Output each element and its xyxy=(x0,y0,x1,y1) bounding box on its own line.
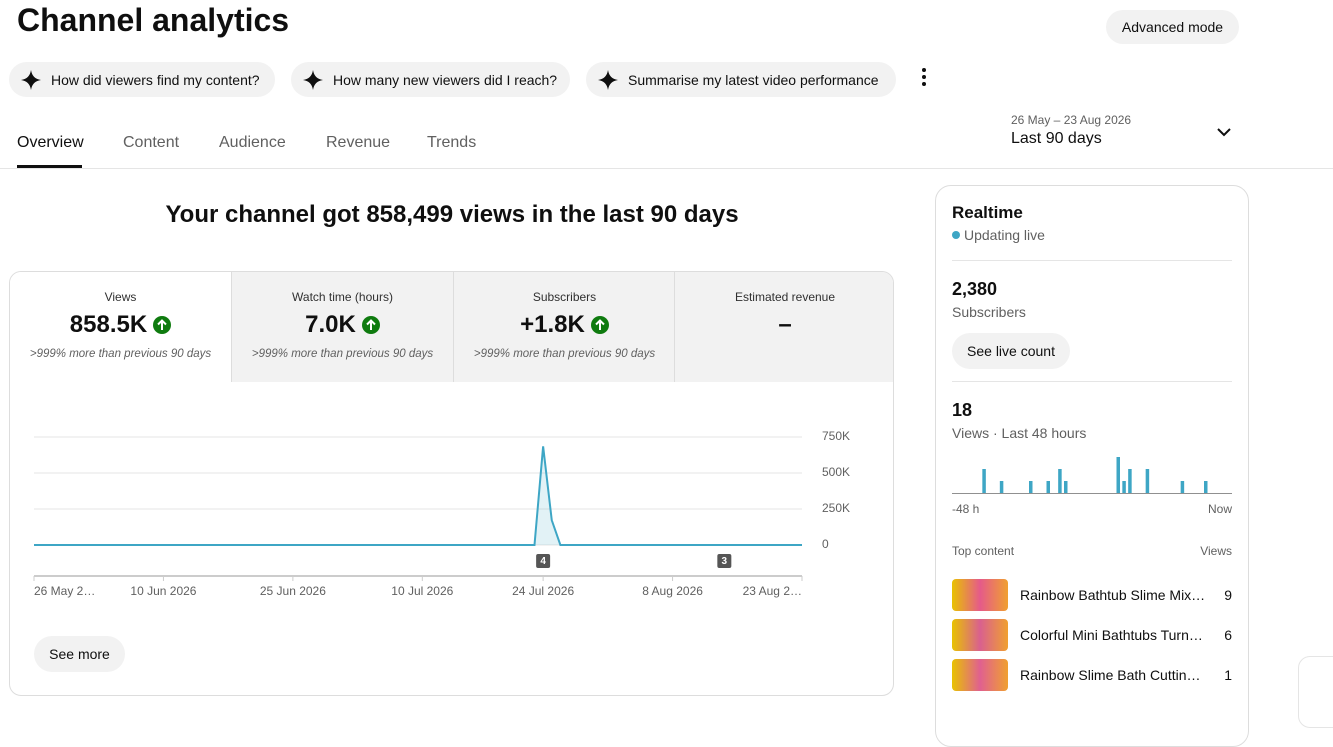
live-dot xyxy=(952,231,960,239)
up-icon xyxy=(590,316,609,334)
area xyxy=(34,446,802,545)
bar xyxy=(1122,481,1126,493)
tab[interactable]: Content xyxy=(123,134,180,151)
tab[interactable]: Audience xyxy=(219,134,286,151)
metric-note: >999% more than previous 90 days xyxy=(251,348,434,360)
sparkle-icon xyxy=(598,69,618,90)
suggestion-text: Summarise my latest video performance xyxy=(628,71,879,88)
headline: Your channel got 858,499 views in the la… xyxy=(165,201,739,228)
subscriber-label: Subscribers xyxy=(952,304,1026,320)
tab-active[interactable]: Overview xyxy=(17,134,84,151)
x-tick-label: 26 May 2… xyxy=(34,584,95,598)
metric-value: +1.8K xyxy=(520,311,585,338)
realtime-status: Updating live xyxy=(964,227,1045,243)
y-tick-label: 0 xyxy=(822,537,829,551)
suggestion-chip[interactable]: How many new viewers did I reach? xyxy=(291,62,570,97)
video-badge-count: 3 xyxy=(722,556,728,567)
divider xyxy=(952,381,1232,382)
bar xyxy=(1029,481,1033,493)
sparkle-icon xyxy=(303,69,323,90)
metric-tab[interactable]: Views 858.5K >999% more than previous 90 d… xyxy=(10,272,231,382)
thumbnail[interactable] xyxy=(952,659,1008,691)
realtime-views-label: Views · Last 48 hours xyxy=(952,425,1087,441)
tabs-divider xyxy=(0,168,1333,169)
content-views: 1 xyxy=(1224,667,1232,683)
x-tick-label: -48 h xyxy=(952,502,979,516)
metric-note: >999% more than previous 90 days xyxy=(473,348,656,360)
video-badge-count: 4 xyxy=(540,556,546,567)
top-content-title: Top content xyxy=(952,544,1015,558)
metric-note: >999% more than previous 90 days xyxy=(29,348,212,360)
divider xyxy=(952,260,1232,261)
realtime-views: 18 xyxy=(952,400,973,420)
thumbnail[interactable] xyxy=(952,579,1008,611)
tab-underline xyxy=(17,165,82,168)
video-badge xyxy=(717,554,732,568)
x-tick-label: 10 Jul 2026 xyxy=(391,584,453,598)
suggestion-chip[interactable]: Summarise my latest video performance xyxy=(586,62,896,97)
top-content-views-header: Views xyxy=(1200,544,1232,558)
advanced-mode-button[interactable]: Advanced mode xyxy=(1106,10,1239,44)
realtime-title: Realtime xyxy=(952,203,1023,222)
suggestion-chip[interactable]: How did viewers find my content? xyxy=(9,62,275,97)
date-dropdown-chevron[interactable] xyxy=(1216,127,1232,139)
bar xyxy=(982,469,986,493)
content-title[interactable]: Colorful Mini Bathtubs Turn… xyxy=(1020,627,1203,643)
suggestion-text: How many new viewers did I reach? xyxy=(333,71,558,88)
page-title: Channel analytics xyxy=(17,2,290,38)
metric-label: Views xyxy=(104,290,137,304)
bar xyxy=(1046,481,1050,493)
x-tick-label: 10 Jun 2026 xyxy=(130,584,196,598)
sparkle-icon xyxy=(21,69,41,90)
x-tick-label: 8 Aug 2026 xyxy=(642,584,703,598)
thumbnail[interactable] xyxy=(952,619,1008,651)
x-tick-label: 23 Aug 2… xyxy=(743,584,802,598)
bar xyxy=(1116,457,1120,493)
see-more-button[interactable]: See more xyxy=(34,636,125,672)
up-icon xyxy=(361,316,380,334)
see-live-count-button[interactable]: See live count xyxy=(952,333,1070,369)
subscriber-count: 2,380 xyxy=(952,279,998,299)
content-title[interactable]: Rainbow Bathtub Slime Mix… xyxy=(1020,587,1206,603)
bar xyxy=(1145,469,1150,493)
bar xyxy=(999,481,1004,493)
metric-value: 858.5K xyxy=(69,311,148,338)
content-views: 6 xyxy=(1224,627,1232,643)
metric-label: Subscribers xyxy=(532,290,597,304)
metric-tab[interactable]: Estimated revenue – xyxy=(674,272,893,382)
tab[interactable]: Trends xyxy=(427,134,477,151)
bar xyxy=(1204,481,1208,493)
more-menu[interactable] xyxy=(918,67,930,87)
charts: 0 250K 500K 750K 26 May 2… 10 Jun 2026 25 Jun … xyxy=(33,429,1232,598)
date-range-label[interactable]: Last 90 days xyxy=(1011,130,1102,147)
content-title[interactable]: Rainbow Slime Bath Cuttin… xyxy=(1020,667,1201,683)
metric-tab[interactable]: Subscribers +1.8K >999% more than previous… xyxy=(453,272,675,382)
bar xyxy=(1064,481,1068,493)
x-tick-label: Now xyxy=(1208,502,1232,516)
tab[interactable]: Revenue xyxy=(326,134,391,151)
metric-tab[interactable]: Watch time (hours) 7.0K >999% more than pr… xyxy=(231,272,453,382)
bar xyxy=(1058,469,1062,493)
bar xyxy=(1180,481,1185,493)
x-tick-label: 24 Jul 2026 xyxy=(512,584,574,598)
metric-value: 7.0K xyxy=(305,311,356,338)
date-range-dates: 26 May – 23 Aug 2026 xyxy=(1011,113,1132,127)
line xyxy=(34,446,802,546)
metric-label: Watch time (hours) xyxy=(292,290,393,304)
x-tick-label: 25 Jun 2026 xyxy=(260,584,326,598)
y-tick-label: 500K xyxy=(822,465,850,479)
bar xyxy=(1128,469,1132,493)
up-icon xyxy=(153,316,172,334)
content-views: 9 xyxy=(1224,587,1232,603)
video-badge xyxy=(536,554,551,568)
y-tick-label: 250K xyxy=(822,501,850,515)
overview-card: Views 858.5K >999% more than previous 90 d… xyxy=(9,271,894,696)
suggestion-text: How did viewers find my content? xyxy=(51,71,260,88)
metric-label: Estimated revenue xyxy=(734,290,836,304)
y-tick-label: 750K xyxy=(822,429,850,443)
metric-value: – xyxy=(778,311,792,338)
